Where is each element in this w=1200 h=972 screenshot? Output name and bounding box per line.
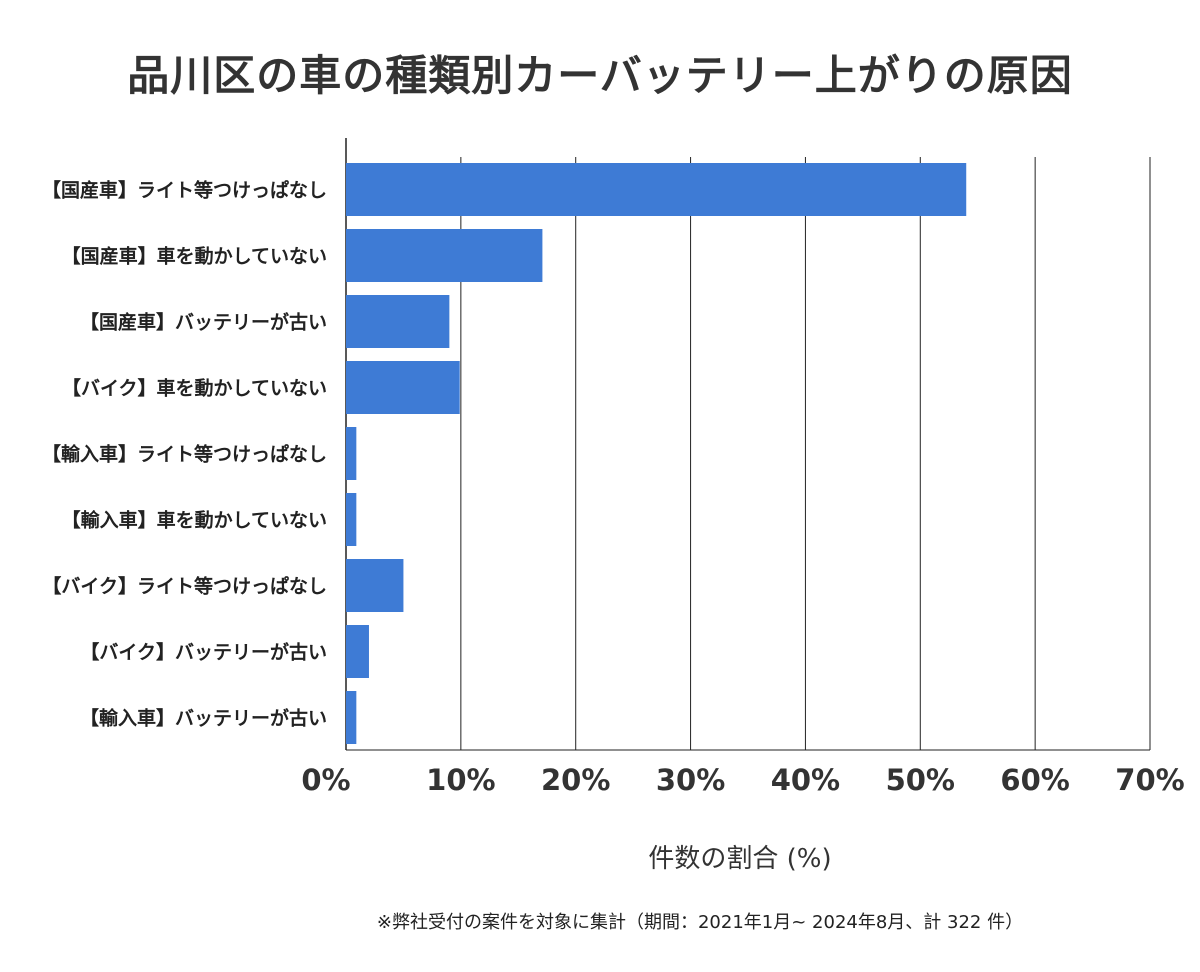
- footnote: ※弊社受付の案件を対象に集計（期間：2021年1月~ 2024年8月、計 322…: [376, 912, 1024, 933]
- category-label: 【バイク】ライト等つけっぱなし: [42, 575, 327, 598]
- category-label: 【輸入車】バッテリーが古い: [80, 707, 327, 730]
- category-label: 【国産車】ライト等つけっぱなし: [42, 179, 327, 202]
- x-tick-label: 50%: [886, 763, 955, 797]
- x-tick-label: 10%: [426, 763, 495, 797]
- bar: [346, 493, 357, 546]
- category-label: 【輸入車】ライト等つけっぱなし: [42, 443, 327, 466]
- bar: [346, 625, 369, 678]
- chart-title: 品川区の車の種類別カーバッテリー上がりの原因: [127, 51, 1073, 100]
- x-tick-label: 30%: [656, 763, 725, 797]
- bar: [346, 229, 543, 282]
- x-tick-label: 60%: [1000, 763, 1069, 797]
- category-label: 【輸入車】車を動かしていない: [62, 509, 327, 532]
- bar: [346, 427, 357, 480]
- category-label: 【国産車】バッテリーが古い: [80, 311, 327, 334]
- x-tick-label: 40%: [771, 763, 840, 797]
- bar: [346, 295, 450, 348]
- x-tick-label: 0%: [301, 763, 350, 797]
- bar: [346, 361, 460, 414]
- x-axis-label: 件数の割合 (%): [648, 844, 832, 874]
- category-label: 【バイク】車を動かしていない: [62, 377, 327, 400]
- x-tick-label: 20%: [541, 763, 610, 797]
- category-label: 【国産車】車を動かしていない: [62, 245, 327, 268]
- category-label: 【バイク】バッテリーが古い: [80, 641, 327, 664]
- bar: [346, 163, 967, 216]
- x-tick-label: 70%: [1115, 763, 1184, 797]
- bar: [346, 559, 404, 612]
- bar: [346, 691, 357, 744]
